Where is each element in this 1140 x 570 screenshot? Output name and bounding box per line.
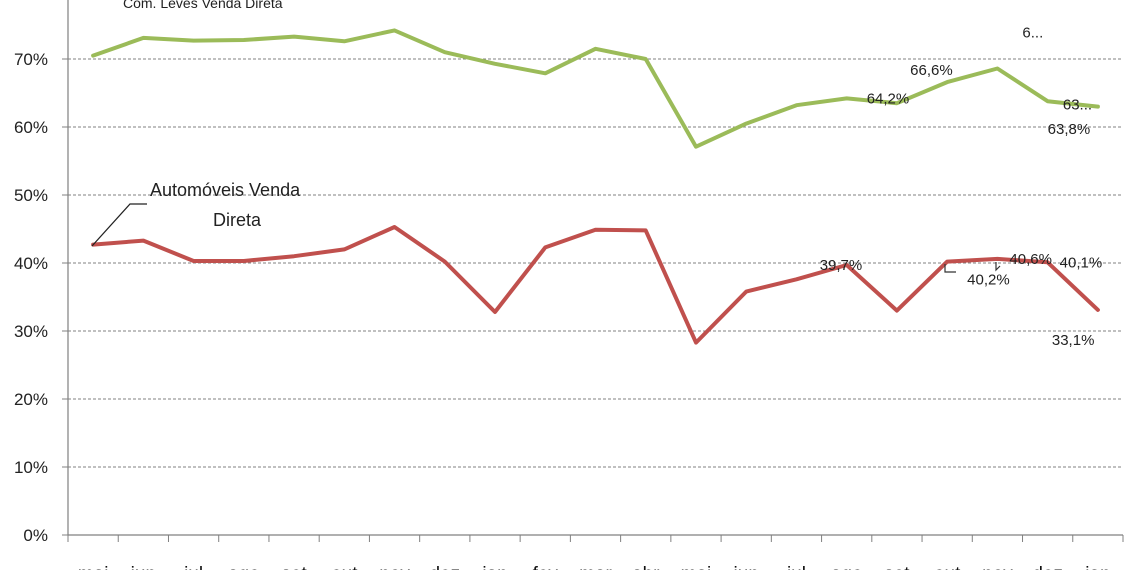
series-line-1 xyxy=(91,225,1100,345)
data-label: 40,2% xyxy=(967,272,1010,289)
x-tick-label: set xyxy=(281,564,307,570)
data-label: 40,1% xyxy=(1060,254,1103,271)
series-name-label: Direta xyxy=(213,210,262,230)
series-line-0 xyxy=(91,28,1100,149)
data-label: 66,6% xyxy=(910,62,953,79)
x-tick-label: jun xyxy=(130,564,156,570)
x-tick-label: set xyxy=(884,564,910,570)
x-tick-label: dez xyxy=(429,564,460,570)
x-tick-label: jul xyxy=(786,564,806,570)
data-label: 63... xyxy=(1063,97,1092,114)
leader-line xyxy=(995,262,1001,272)
x-tick-label: jan xyxy=(1084,564,1110,570)
x-tick-label: mar xyxy=(579,564,612,570)
data-label: 64,2% xyxy=(867,90,910,107)
data-labels: 64,2%66,6% 6... 63,8% 63... 39,7% 40,2% 40,6% 4… xyxy=(91,0,1103,349)
x-tick-label: mai xyxy=(681,564,712,570)
axes: 0% 10% 20% 30% 40% 50% 60% 70% mai jun jul ago set ou… xyxy=(14,0,1124,570)
x-tick-label: nov xyxy=(982,564,1013,570)
series-lines xyxy=(91,28,1100,345)
y-tick-label: 60% xyxy=(14,118,48,137)
x-tick-label: abr xyxy=(632,564,660,570)
x-tick-label: ago xyxy=(831,564,863,570)
x-tick-label: fev xyxy=(533,564,559,570)
series-leader-line xyxy=(91,203,147,247)
data-label: 33,1% xyxy=(1052,332,1095,349)
y-tick-label: 0% xyxy=(23,526,48,545)
series-name-label: Automóveis Venda xyxy=(150,180,301,200)
leader-line xyxy=(944,264,956,273)
y-tick-label: 70% xyxy=(14,50,48,69)
gridlines xyxy=(68,58,1123,468)
y-tick-label: 10% xyxy=(14,458,48,477)
series-name-label: Com. Leves Venda Direta xyxy=(123,0,283,11)
x-tick-label: mai xyxy=(78,564,109,570)
data-label: 40,6% xyxy=(1009,251,1052,268)
x-tick-label: dez xyxy=(1032,564,1063,570)
x-tick-label: jul xyxy=(183,564,203,570)
x-tick-label: out xyxy=(331,564,358,570)
y-tick-label: 50% xyxy=(14,186,48,205)
y-tick-label: 30% xyxy=(14,322,48,341)
x-tick-label: ago xyxy=(228,564,260,570)
x-tick-label: jan xyxy=(481,564,507,570)
y-tick-label: 40% xyxy=(14,254,48,273)
data-label: 6... xyxy=(1022,25,1043,42)
data-label: 39,7% xyxy=(820,257,863,274)
x-tick-label: jun xyxy=(733,564,759,570)
x-tick-label: nov xyxy=(379,564,410,570)
data-label: 63,8% xyxy=(1048,121,1091,138)
x-tick-label: out xyxy=(934,564,961,570)
y-tick-label: 20% xyxy=(14,390,48,409)
